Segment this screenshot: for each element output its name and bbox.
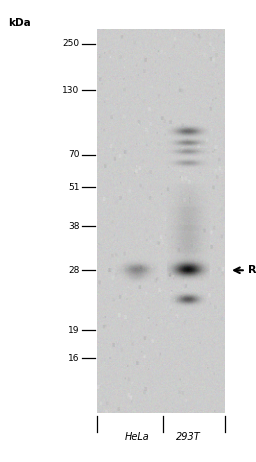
Text: 16: 16 — [68, 353, 79, 363]
Text: 28: 28 — [68, 266, 79, 275]
Text: RanBP1: RanBP1 — [248, 265, 256, 275]
Text: 130: 130 — [62, 85, 79, 95]
Text: 250: 250 — [62, 39, 79, 49]
Text: 70: 70 — [68, 150, 79, 159]
Text: 19: 19 — [68, 326, 79, 335]
Text: 38: 38 — [68, 222, 79, 231]
Text: 51: 51 — [68, 182, 79, 192]
Text: kDa: kDa — [8, 18, 30, 28]
Text: HeLa: HeLa — [125, 432, 149, 442]
Text: 293T: 293T — [176, 432, 200, 442]
